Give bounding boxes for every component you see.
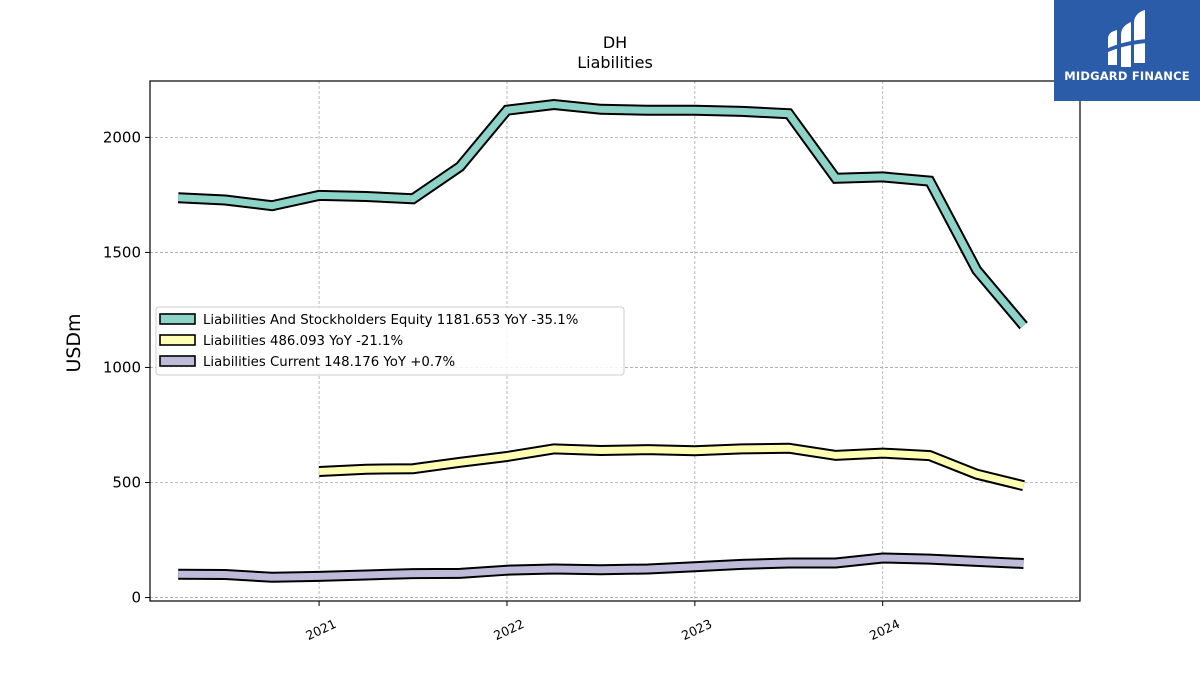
x-tick-label: 2021 bbox=[303, 616, 338, 643]
x-tick-label: 2023 bbox=[679, 616, 714, 643]
y-tick-label: 0 bbox=[131, 589, 141, 607]
series-1-line bbox=[178, 100, 1027, 328]
series-2-line bbox=[318, 444, 1025, 490]
legend-label-1: Liabilities And Stockholders Equity 1181… bbox=[203, 313, 578, 328]
legend-label-3: Liabilities Current 148.176 YoY +0.7% bbox=[203, 355, 455, 370]
brand-name: MIDGARD FINANCE bbox=[1064, 69, 1190, 83]
chart-title: DH bbox=[603, 33, 627, 52]
legend: Liabilities And Stockholders Equity 1181… bbox=[155, 306, 625, 376]
brand-logo: MIDGARD FINANCE bbox=[1054, 0, 1200, 101]
legend-box bbox=[155, 306, 625, 376]
y-tick-label: 1500 bbox=[103, 243, 141, 261]
legend-swatch-2 bbox=[159, 334, 196, 346]
chart-subtitle: Liabilities bbox=[577, 53, 653, 72]
series-3-line bbox=[178, 554, 1024, 581]
x-tick-label: 2022 bbox=[491, 616, 526, 643]
y-tick-label: 2000 bbox=[103, 128, 141, 146]
series-lines bbox=[177, 98, 1028, 583]
y-tick-label: 500 bbox=[112, 474, 141, 492]
legend-label-2: Liabilities 486.093 YoY -21.1% bbox=[203, 334, 403, 349]
plot-frame bbox=[149, 80, 1081, 602]
x-tick-label: 2024 bbox=[867, 616, 902, 643]
legend-swatch-1 bbox=[159, 313, 196, 325]
y-tick-label: 1000 bbox=[103, 358, 141, 376]
midgard-logo-icon bbox=[1106, 10, 1147, 67]
y-axis-label: USDm bbox=[63, 313, 85, 372]
legend-swatch-3 bbox=[159, 355, 196, 367]
